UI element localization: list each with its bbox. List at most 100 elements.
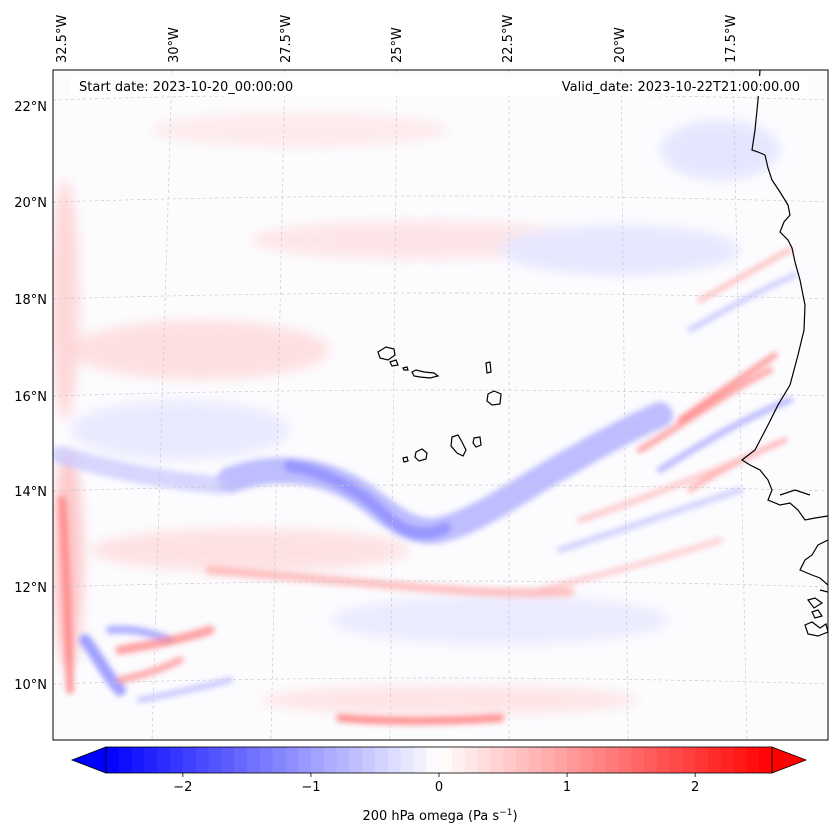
island-sao-vicente [389, 359, 399, 367]
meridian-line [270, 70, 286, 740]
parallel-line [53, 292, 828, 300]
coastline-bissagos [806, 597, 824, 609]
colorbar-band [182, 747, 197, 773]
parallel-line [53, 389, 828, 397]
west-edge-descent [58, 496, 74, 694]
colorbar-band [490, 747, 504, 773]
colorbar-bands [106, 747, 773, 773]
colorbar-tick-label: 2 [691, 780, 699, 795]
colorbar-band [439, 747, 453, 773]
colorbar-band [477, 747, 491, 773]
colorbar-band [221, 747, 235, 773]
colorbar-band [195, 747, 209, 773]
ascent-streak [687, 272, 798, 333]
lon-label: 27.5°W [279, 15, 294, 63]
colorbar-band [118, 747, 133, 773]
latitude-labels: 22°N 20°N 18°N 16°N 14°N 12°N 10°N [14, 100, 47, 693]
colorbar-band [541, 747, 555, 773]
ascent-streak [557, 487, 743, 553]
island-santo-antao [377, 346, 396, 361]
colorbar-band [208, 747, 222, 773]
colorbar-band [656, 747, 671, 773]
meridian-line [732, 70, 748, 740]
lon-label: 20°W [613, 27, 628, 63]
lat-label: 14°N [14, 485, 47, 500]
meridian-line [620, 70, 629, 740]
lon-label: 22.5°W [501, 15, 516, 63]
colorbar-band [618, 747, 632, 773]
colorbar-band [451, 747, 466, 773]
meridian-line [389, 70, 398, 740]
lat-label: 12°N [14, 581, 47, 596]
coastline-guinea [819, 589, 828, 593]
colorbar-band [643, 747, 658, 773]
lon-label: 25°W [390, 27, 405, 63]
colorbar-band [631, 747, 645, 773]
colorbar-band [707, 747, 722, 773]
colorbar-band [336, 747, 350, 773]
colorbar-band [387, 747, 402, 773]
omega-positive-region [70, 320, 330, 380]
lon-label: 30°W [167, 27, 182, 63]
colorbar-band [144, 747, 158, 773]
colorbar-band [362, 747, 376, 773]
colorbar-band [605, 747, 619, 773]
lat-label: 10°N [14, 678, 47, 693]
colorbar-band [310, 747, 325, 773]
colorbar-band [426, 747, 440, 773]
descent-streak [637, 367, 773, 453]
omega-negative-region [500, 225, 740, 275]
coastline-bissagos [804, 621, 828, 637]
descent-streak [537, 537, 723, 593]
lon-label: 17.5°W [724, 15, 739, 63]
omega-positive-region [90, 528, 410, 572]
colorbar-band [349, 747, 363, 773]
island-boa-vista [486, 390, 502, 406]
colorbar-band [695, 747, 709, 773]
colorbar-band [759, 747, 773, 773]
colorbar-band [157, 747, 171, 773]
parallel-line [53, 677, 828, 685]
colorbar-band [413, 747, 427, 773]
colorbar-band [106, 747, 120, 773]
colorbar-label-main: 200 hPa omega (Pa s [362, 809, 499, 824]
colorbar-band [733, 747, 747, 773]
colorbar-extend-max [771, 746, 808, 774]
colorbar-band [746, 747, 760, 773]
colorbar-label: 200 hPa omega (Pa s−1) [362, 808, 517, 824]
colorbar-band [682, 747, 696, 773]
colorbar-band [515, 747, 530, 773]
colorbar-extend-min [70, 746, 107, 774]
colorbar-band [554, 747, 568, 773]
west-africa-coastline [740, 70, 828, 637]
colorbar-label-exponent: −1 [499, 808, 512, 818]
island-sao-nicolau [411, 369, 440, 379]
valid-date-label: Valid_date: 2023-10-22T21:00:00.00 [562, 80, 800, 95]
cape-verde-islands [377, 346, 502, 463]
map-frame [52, 69, 829, 741]
colorbar-band [246, 747, 261, 773]
parallel-line [53, 93, 828, 101]
colorbar-band [579, 747, 594, 773]
omega-positive-region [150, 112, 450, 148]
lon-label: 32.5°W [55, 15, 70, 63]
colorbar-band [464, 747, 478, 773]
colorbar-label-close: ) [512, 809, 517, 824]
lat-label: 16°N [14, 390, 47, 405]
header-bar [70, 76, 808, 96]
island-fogo [414, 448, 428, 462]
colorbar-tick-label: −2 [173, 780, 192, 795]
descent-streak [677, 352, 778, 423]
colorbar-band [720, 747, 735, 773]
coastline-gambia-inlet [779, 489, 811, 496]
descent-band [205, 565, 575, 598]
southwest-ascent [137, 677, 233, 703]
descent-streak [577, 457, 743, 523]
omega-field: Start date: 2023-10-20_00:00:00 Valid_da… [53, 70, 828, 740]
colorbar-tick-label: 0 [435, 780, 443, 795]
omega-negative-region [70, 400, 290, 460]
descent-band [336, 714, 504, 725]
southwest-descent [116, 656, 184, 684]
meridian-line [151, 70, 173, 740]
